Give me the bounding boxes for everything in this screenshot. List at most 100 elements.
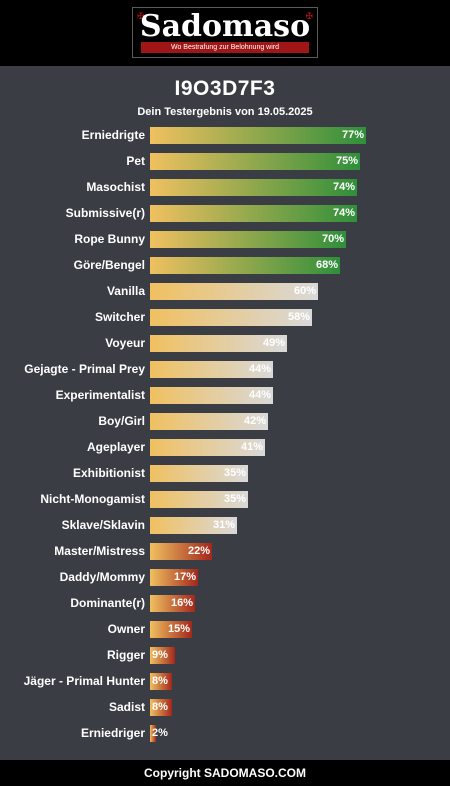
chart-row: Voyeur 49% [0, 334, 450, 353]
category-label: Nicht-Monogamist [40, 492, 145, 506]
category-label: Rigger [106, 648, 145, 662]
category-label: Master/Mistress [54, 544, 145, 558]
bar [150, 569, 198, 586]
bar [150, 673, 172, 690]
category-label: Dominante(r) [70, 596, 145, 610]
bar [150, 309, 312, 326]
bar [150, 205, 357, 222]
chart-row: Erniedrigte 77% [0, 126, 450, 145]
bar [150, 725, 156, 742]
footer-copyright: Copyright SADOMASO.COM [0, 760, 450, 786]
bar-value-label: 44% [248, 389, 271, 401]
bar [150, 179, 357, 196]
bar [150, 413, 268, 430]
bar-value-label: 74% [332, 181, 355, 193]
bar-value-label: 9% [152, 649, 168, 661]
bar-value-label: 42% [243, 415, 266, 427]
category-label: Boy/Girl [98, 414, 145, 428]
category-label: Sklave/Sklavin [61, 518, 145, 532]
chart-row: Dominante(r) 16% [0, 594, 450, 613]
chart-row: Exhibitionist 35% [0, 464, 450, 483]
ornament-icon: ✠ [137, 11, 145, 21]
bar [150, 699, 172, 716]
chart-row: Switcher 58% [0, 308, 450, 327]
bar-value-label: 16% [170, 597, 193, 609]
category-label: Owner [107, 622, 145, 636]
bar [150, 231, 346, 248]
bar [150, 283, 318, 300]
category-label: Jäger - Primal Hunter [23, 674, 145, 688]
bar-value-label: 15% [167, 623, 190, 635]
chart-row: Erniedriger 2% [0, 724, 450, 743]
category-label: Erniedriger [80, 726, 145, 740]
category-label: Submissive(r) [65, 206, 145, 220]
bar-value-label: 75% [335, 155, 358, 167]
bar-value-label: 35% [223, 467, 246, 479]
category-label: Göre/Bengel [73, 258, 145, 272]
chart-row: Master/Mistress 22% [0, 542, 450, 561]
chart-row: Pet 75% [0, 152, 450, 171]
bar-value-label: 22% [187, 545, 210, 557]
category-label: Sadist [108, 700, 145, 714]
bar [150, 517, 237, 534]
result-bar-chart: Erniedrigte 77% Pet 75% Masochist 74% Submissi… [0, 126, 450, 750]
chart-row: Gejagte - Primal Prey 44% [0, 360, 450, 379]
chart-row: Ageplayer 41% [0, 438, 450, 457]
bar [150, 127, 366, 144]
chart-row: Masochist 74% [0, 178, 450, 197]
category-label: Experimentalist [55, 388, 145, 402]
category-label: Ageplayer [86, 440, 145, 454]
bar [150, 647, 175, 664]
chart-row: Sadist 8% [0, 698, 450, 717]
category-label: Voyeur [105, 336, 145, 350]
chart-row: Vanilla 60% [0, 282, 450, 301]
bar-value-label: 77% [341, 129, 364, 141]
bar-value-label: 74% [332, 207, 355, 219]
chart-row: Göre/Bengel 68% [0, 256, 450, 275]
ornament-icon: ✠ [305, 11, 313, 21]
chart-row: Boy/Girl 42% [0, 412, 450, 431]
bar-value-label: 58% [287, 311, 310, 323]
bar-value-label: 60% [293, 285, 316, 297]
bar [150, 621, 192, 638]
bar-value-label: 8% [152, 701, 168, 713]
chart-row: Rigger 9% [0, 646, 450, 665]
category-label: Erniedrigte [81, 128, 145, 142]
site-logo[interactable]: ✠ ✠ Sadomaso Wo Bestrafung zur Belohnung… [132, 7, 318, 58]
category-label: Vanilla [106, 284, 145, 298]
bar-value-label: 49% [262, 337, 285, 349]
bar-value-label: 17% [173, 571, 196, 583]
bar-value-label: 70% [321, 233, 344, 245]
bar-value-label: 31% [212, 519, 235, 531]
chart-row: Experimentalist 44% [0, 386, 450, 405]
bar [150, 335, 287, 352]
bar [150, 439, 265, 456]
chart-row: Sklave/Sklavin 31% [0, 516, 450, 535]
logo-tagline: Wo Bestrafung zur Belohnung wird [141, 42, 309, 53]
category-label: Pet [126, 154, 145, 168]
chart-row: Owner 15% [0, 620, 450, 639]
bar [150, 387, 273, 404]
bar [150, 153, 360, 170]
bar-value-label: 44% [248, 363, 271, 375]
bar-value-label: 2% [152, 727, 168, 739]
category-label: Masochist [86, 180, 145, 194]
chart-row: Jäger - Primal Hunter 8% [0, 672, 450, 691]
result-subtitle: Dein Testergebnis von 19.05.2025 [137, 106, 313, 118]
header-bar: ✠ ✠ Sadomaso Wo Bestrafung zur Belohnung… [0, 0, 450, 66]
logo-wordmark: Sadomaso [139, 9, 311, 44]
category-label: Switcher [94, 310, 145, 324]
chart-row: Submissive(r) 74% [0, 204, 450, 223]
chart-row: Daddy/Mommy 17% [0, 568, 450, 587]
bar [150, 595, 195, 612]
result-id: I9O3D7F3 [174, 77, 276, 100]
category-label: Exhibitionist [73, 466, 145, 480]
bar [150, 361, 273, 378]
category-label: Gejagte - Primal Prey [24, 362, 145, 376]
category-label: Rope Bunny [74, 232, 145, 246]
bar [150, 491, 248, 508]
chart-row: Nicht-Monogamist 35% [0, 490, 450, 509]
bar-value-label: 68% [315, 259, 338, 271]
bar-value-label: 8% [152, 675, 168, 687]
